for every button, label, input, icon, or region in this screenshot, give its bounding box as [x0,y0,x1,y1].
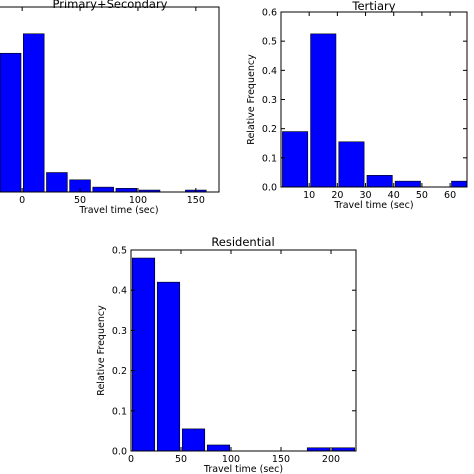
y-tick-label: 0.2 [262,124,277,135]
x-tick-label: 50 [74,195,86,206]
x-axis-label: Travel time (sec) [78,205,158,216]
x-tick-label: 0 [19,195,25,206]
y-tick-label: 0.6 [262,8,277,19]
x-axis-label: Travel time (sec) [333,200,413,211]
x-tick-label: 20 [331,190,343,201]
bar [366,175,393,188]
bar [310,33,337,188]
x-tick-label: 0 [128,454,134,465]
plot-frame [280,11,468,188]
bar [46,172,68,193]
x-tick-label: 10 [303,190,315,201]
chart-title: Tertiary [351,0,395,13]
x-tick-label: 60 [444,190,456,201]
primary-secondary-chart: 0 50 100 150 Primary+Secondary Travel time (s… [0,0,220,216]
x-tick-label: 150 [187,195,205,206]
x-tick-label: 50 [175,454,187,465]
residential-chart: 0 50 100 150 200 0.0 0.1 0.2 0.3 0.4 0.5 Residentia… [96,235,357,474]
bar [23,33,45,193]
y-tick-label: 0.5 [262,37,277,48]
bar [394,180,421,188]
y-tick-label: 0.1 [262,153,277,164]
bar [115,188,138,193]
bar [451,180,468,188]
bar [338,141,365,188]
y-tick-label: 0.2 [112,366,127,377]
x-tick-label: 100 [222,454,240,465]
y-tick-label: 0.0 [262,183,277,194]
x-axis-label: Travel time (sec) [203,464,283,474]
y-axis-label: Relative Frequency [246,54,257,145]
bar [131,257,156,452]
x-tick-label: 40 [388,190,400,201]
plot-frame [130,249,357,452]
x-tick-label: 150 [272,454,290,465]
bar [206,444,231,452]
bar [156,281,181,452]
y-tick-label: 0.1 [112,406,127,417]
y-tick-label: 0.0 [112,447,127,458]
bar [181,428,206,452]
bar [0,52,22,193]
x-tick-label: 30 [359,190,371,201]
x-tick-label: 100 [129,195,147,206]
bar [282,131,309,188]
y-tick-label: 0.4 [112,286,127,297]
y-axis-label: Relative Frequency [96,305,107,396]
x-tick-label: 50 [416,190,428,201]
y-tick-label: 0.3 [112,326,127,337]
y-tick-label: 0.3 [262,95,277,106]
y-tick-label: 0.5 [112,246,127,257]
plot-frame [0,6,220,193]
bar [92,186,114,193]
chart-title: Primary+Secondary [53,0,168,11]
chart-title: Residential [211,235,274,249]
x-tick-label: 200 [322,454,340,465]
y-tick-label: 0.4 [262,66,277,77]
tertiary-chart: 10 20 30 40 50 60 0.0 0.1 0.2 0.3 0.4 0.5 0.6 Tertiar… [246,0,468,211]
